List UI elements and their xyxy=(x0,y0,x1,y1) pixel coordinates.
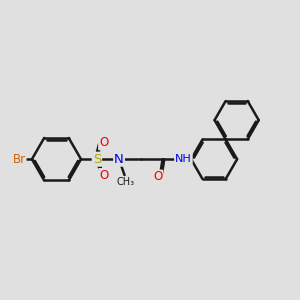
Text: O: O xyxy=(99,136,108,149)
Text: N: N xyxy=(114,153,124,166)
Text: Br: Br xyxy=(13,153,26,166)
Text: NH: NH xyxy=(175,154,192,164)
Text: S: S xyxy=(93,153,101,166)
Text: O: O xyxy=(99,169,108,182)
Text: CH₃: CH₃ xyxy=(116,177,134,187)
Text: O: O xyxy=(153,170,162,184)
